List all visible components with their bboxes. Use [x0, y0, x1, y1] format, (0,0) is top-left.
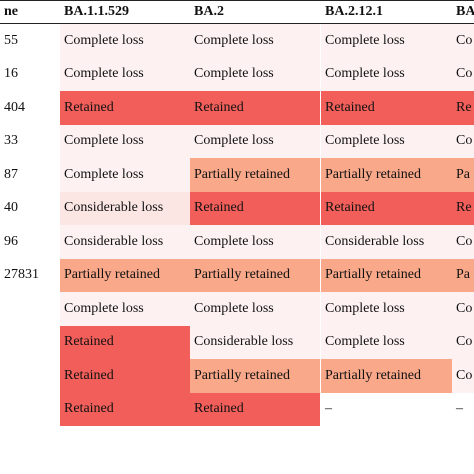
status-cell: Co — [452, 325, 474, 359]
status-cell: Co — [452, 292, 474, 326]
status-cell: Retained — [190, 191, 320, 225]
status-cell: – — [456, 401, 463, 417]
status-cell: – — [325, 401, 332, 417]
status-cell: Retained — [60, 359, 190, 393]
table-row: Retained Partially retained Partially reta… — [0, 359, 474, 393]
table-row: 16 Complete loss Complete loss Complete los… — [0, 57, 474, 91]
row-label-cell: 404 — [4, 99, 25, 115]
status-cell: Complete loss — [321, 124, 452, 158]
status-cell: Complete loss — [321, 325, 452, 359]
status-cell: Complete loss — [190, 225, 320, 259]
table-row: Retained Considerable loss Complete loss Co — [0, 325, 474, 360]
header-cell: ne — [4, 4, 18, 19]
status-cell: Complete loss — [190, 24, 320, 58]
status-cell: Complete loss — [190, 124, 320, 158]
header-rule — [0, 23, 474, 24]
status-cell: Retained — [190, 392, 320, 426]
table-row: 27831 Partially retained Partially retaine… — [0, 258, 474, 292]
table-row: 55 Complete loss Complete loss Complete los… — [0, 24, 474, 58]
status-cell: Retained — [60, 392, 190, 426]
status-cell: Partially retained — [60, 258, 190, 292]
row-label-cell: 96 — [4, 233, 18, 249]
status-cell: Considerable loss — [60, 225, 190, 259]
status-cell: Retained — [60, 91, 190, 125]
status-cell: Considerable loss — [321, 225, 452, 259]
status-cell: Pa — [452, 258, 474, 292]
header-cell: BA.1.1.529 — [64, 4, 129, 19]
status-cell: Complete loss — [60, 24, 190, 58]
status-cell: Retained — [321, 91, 452, 125]
status-cell: Complete loss — [60, 124, 190, 158]
status-cell: Complete loss — [321, 292, 452, 326]
status-cell: Pa — [452, 158, 474, 192]
row-label-cell — [0, 292, 60, 326]
row-label-cell: 16 — [4, 66, 18, 82]
table-row: 87 Complete loss Partially retained Partial… — [0, 158, 474, 192]
status-cell: Partially retained — [321, 359, 452, 393]
status-cell: Partially retained — [190, 258, 320, 292]
status-cell: Re — [452, 91, 474, 125]
row-label-cell: 27831 — [4, 267, 39, 283]
status-cell: Co — [452, 57, 474, 91]
status-cell: Co — [452, 24, 474, 58]
status-cell: Re — [452, 191, 474, 225]
status-cell: Partially retained — [190, 158, 320, 192]
header-row: ne BA.1.1.529 BA.2 BA.2.12.1 BA — [0, 1, 474, 23]
table-row: 33 Complete loss Complete loss Complete los… — [0, 124, 474, 158]
row-label-cell — [0, 393, 60, 427]
header-cell: BA.2.12.1 — [325, 4, 383, 19]
status-cell: Complete loss — [190, 57, 320, 91]
table-row: 40 Considerable loss Retained Retained Re — [0, 191, 474, 225]
row-label-cell: 33 — [4, 133, 18, 149]
status-cell: Retained — [321, 191, 452, 225]
status-cell: Complete loss — [321, 24, 452, 58]
status-cell: Complete loss — [190, 292, 320, 326]
status-cell: Partially retained — [190, 359, 320, 393]
status-cell: Co — [452, 225, 474, 259]
status-cell: Co — [452, 124, 474, 158]
status-cell: Retained — [60, 325, 190, 359]
status-cell: Co — [452, 359, 474, 393]
status-cell: Complete loss — [60, 158, 190, 192]
table-row: Retained Retained – – — [0, 392, 474, 427]
top-rule — [0, 0, 474, 1]
row-label-cell: 87 — [4, 166, 18, 182]
row-label-cell: 40 — [4, 200, 18, 216]
status-cell: Retained — [190, 91, 320, 125]
status-cell: Considerable loss — [190, 325, 320, 359]
row-label-cell — [0, 326, 60, 360]
row-label-cell — [0, 359, 60, 393]
status-cell: Complete loss — [321, 57, 452, 91]
table-row: 404 Retained Retained Retained Re — [0, 91, 474, 125]
status-cell: Partially retained — [321, 258, 452, 292]
table-row: Complete loss Complete loss Complete loss C… — [0, 292, 474, 326]
status-cell: Partially retained — [321, 158, 452, 192]
row-label-cell: 55 — [4, 32, 18, 48]
table-row: 96 Considerable loss Complete loss Consider… — [0, 225, 474, 259]
status-cell: Complete loss — [60, 57, 190, 91]
header-cell: BA — [456, 4, 474, 19]
status-cell: Complete loss — [60, 292, 190, 326]
status-cell: Considerable loss — [60, 191, 190, 225]
header-cell: BA.2 — [194, 4, 224, 19]
